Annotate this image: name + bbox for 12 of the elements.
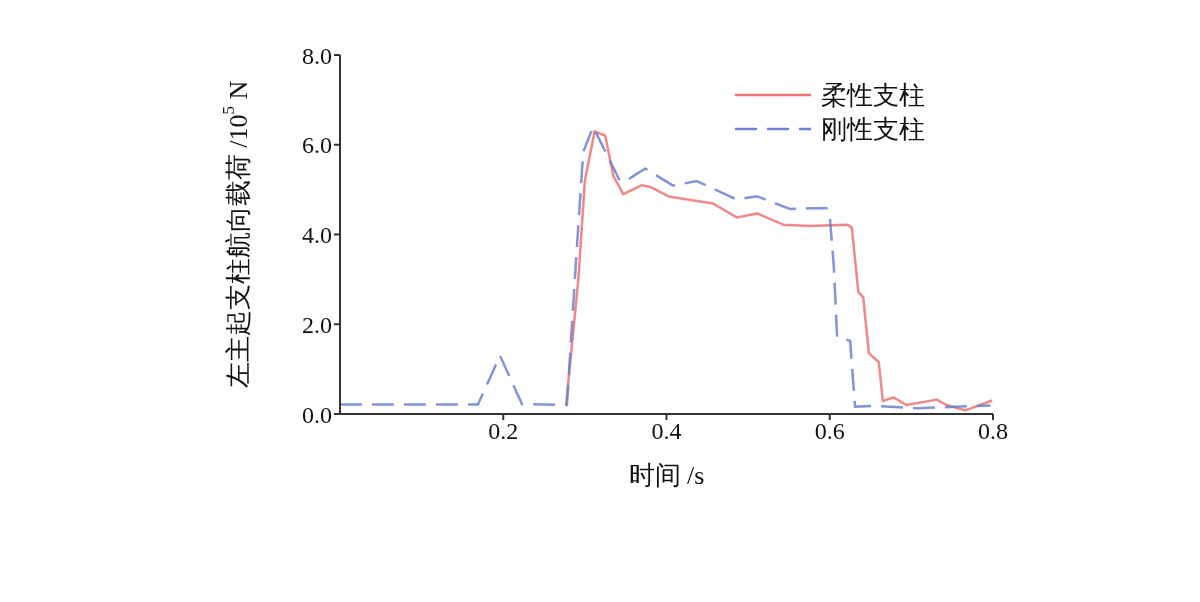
y-tick-label: 0.0 [302,401,332,428]
x-tick-label: 0.6 [814,418,845,445]
y-tick-label: 2.0 [302,311,332,338]
x-tick-label: 0.2 [488,418,519,445]
y-tick-label: 8.0 [302,42,332,69]
x-tick-label: 0.4 [651,418,682,445]
y-tick-label: 6.0 [302,132,332,159]
y-tick-label: 4.0 [302,222,332,249]
x-tick-label: 0.8 [978,418,1008,445]
legend-label: 柔性支柱 [821,79,925,112]
legend-label: 刚性支柱 [821,113,925,146]
x-axis-title: 时间 /s [628,461,705,490]
